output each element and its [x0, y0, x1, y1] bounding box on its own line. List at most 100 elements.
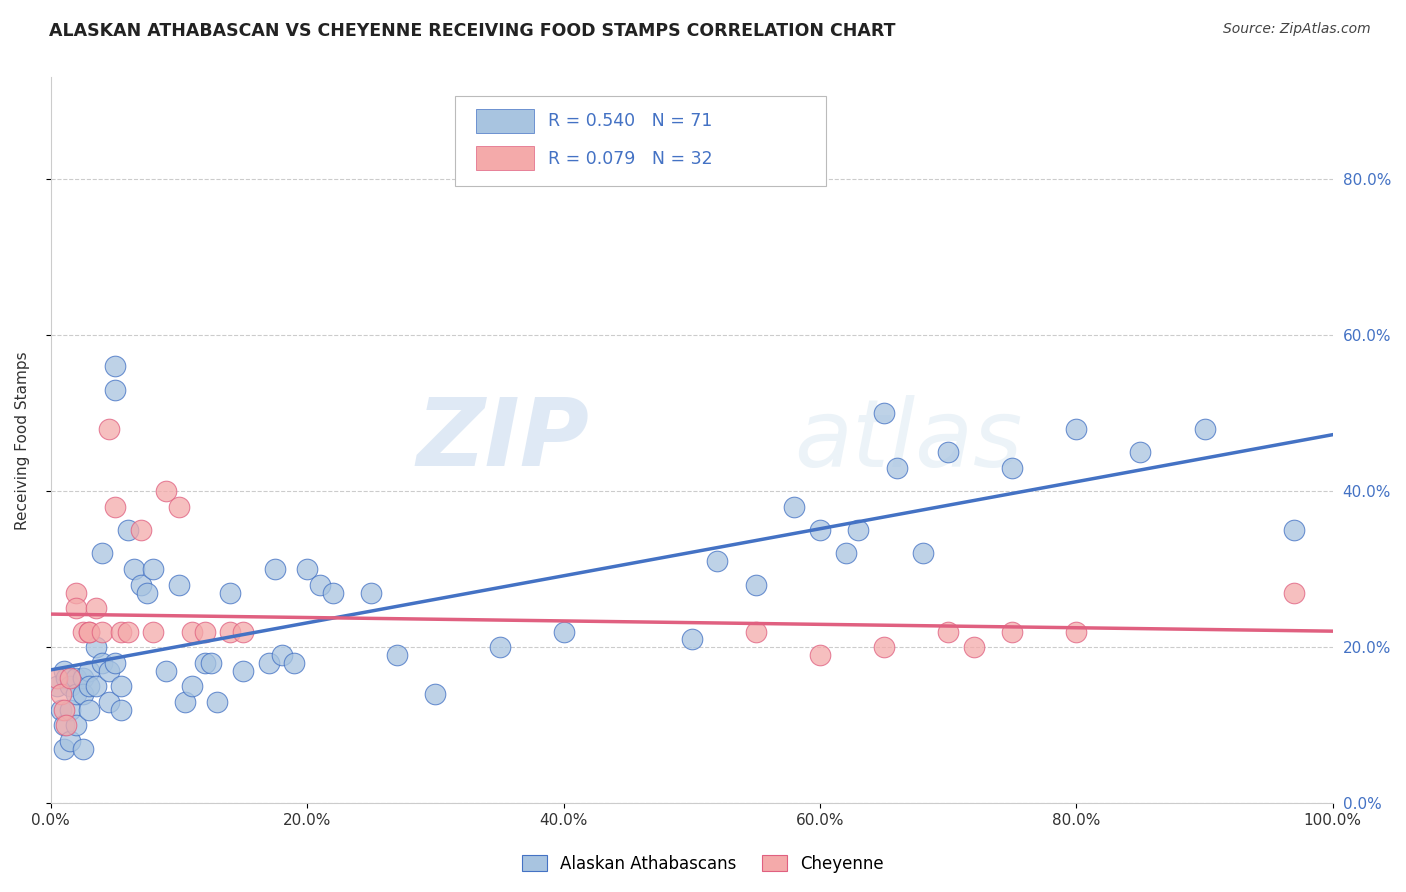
Point [117, 624, 139, 639]
Point [52, 702, 75, 716]
Point [385, 648, 408, 662]
Point [72, 671, 94, 685]
Point [848, 523, 870, 537]
Point [72, 624, 94, 639]
Point [553, 624, 575, 639]
FancyBboxPatch shape [477, 110, 534, 133]
Point [873, 406, 896, 420]
Point [264, 562, 287, 576]
Point [55, 718, 77, 732]
Point [79, 624, 101, 639]
Point [52, 718, 75, 732]
Point [425, 687, 447, 701]
Point [65, 718, 87, 732]
Point [745, 577, 768, 591]
Point [97, 664, 120, 678]
Point [322, 585, 344, 599]
Point [110, 679, 132, 693]
Point [936, 445, 959, 459]
FancyBboxPatch shape [477, 146, 534, 170]
Point [1066, 624, 1088, 639]
Point [1066, 422, 1088, 436]
Point [309, 577, 332, 591]
Point [155, 484, 177, 499]
Point [59, 702, 82, 716]
Point [136, 585, 159, 599]
Point [110, 624, 132, 639]
Text: Source: ZipAtlas.com: Source: ZipAtlas.com [1223, 22, 1371, 37]
Point [200, 656, 222, 670]
Point [117, 523, 139, 537]
Point [91, 624, 114, 639]
Point [72, 687, 94, 701]
Point [59, 671, 82, 685]
Point [174, 695, 197, 709]
Point [873, 640, 896, 654]
Point [886, 460, 908, 475]
Point [270, 648, 292, 662]
Point [911, 547, 934, 561]
Point [84, 679, 107, 693]
Point [46, 679, 69, 693]
Point [91, 656, 114, 670]
Point [808, 648, 831, 662]
Point [55, 671, 77, 685]
Point [232, 664, 254, 678]
Point [207, 695, 229, 709]
Point [297, 562, 319, 576]
Point [142, 562, 165, 576]
Point [963, 640, 986, 654]
Point [104, 500, 127, 514]
Text: R = 0.540   N = 71: R = 0.540 N = 71 [548, 112, 713, 130]
Point [681, 632, 703, 647]
Point [84, 640, 107, 654]
Point [129, 577, 152, 591]
Point [59, 679, 82, 693]
Point [104, 656, 127, 670]
Point [257, 656, 280, 670]
Point [1001, 624, 1024, 639]
Point [79, 624, 101, 639]
Point [129, 523, 152, 537]
Point [97, 695, 120, 709]
Point [142, 624, 165, 639]
Point [194, 624, 217, 639]
Point [97, 422, 120, 436]
Point [72, 741, 94, 756]
Point [46, 671, 69, 685]
Text: R = 0.079   N = 32: R = 0.079 N = 32 [548, 150, 713, 168]
Point [110, 702, 132, 716]
Point [180, 624, 202, 639]
Point [122, 562, 145, 576]
Point [360, 585, 382, 599]
Point [706, 554, 728, 568]
Point [219, 624, 242, 639]
Point [65, 601, 87, 615]
Point [52, 664, 75, 678]
Point [104, 359, 127, 374]
Point [155, 664, 177, 678]
Text: ALASKAN ATHABASCAN VS CHEYENNE RECEIVING FOOD STAMPS CORRELATION CHART: ALASKAN ATHABASCAN VS CHEYENNE RECEIVING… [49, 22, 896, 40]
Point [1284, 523, 1306, 537]
Point [167, 500, 190, 514]
Point [65, 687, 87, 701]
Point [1129, 445, 1152, 459]
Point [1284, 585, 1306, 599]
Point [834, 547, 856, 561]
Point [808, 523, 831, 537]
Point [167, 577, 190, 591]
FancyBboxPatch shape [454, 95, 827, 186]
Point [49, 687, 72, 701]
Point [65, 585, 87, 599]
Point [91, 547, 114, 561]
Point [79, 679, 101, 693]
Point [84, 601, 107, 615]
Y-axis label: Receiving Food Stamps: Receiving Food Stamps [15, 351, 30, 530]
Point [1001, 460, 1024, 475]
Text: atlas: atlas [794, 395, 1022, 486]
Legend: Alaskan Athabascans, Cheyenne: Alaskan Athabascans, Cheyenne [516, 848, 890, 880]
Text: ZIP: ZIP [416, 394, 589, 486]
Point [180, 679, 202, 693]
Point [232, 624, 254, 639]
Point [49, 702, 72, 716]
